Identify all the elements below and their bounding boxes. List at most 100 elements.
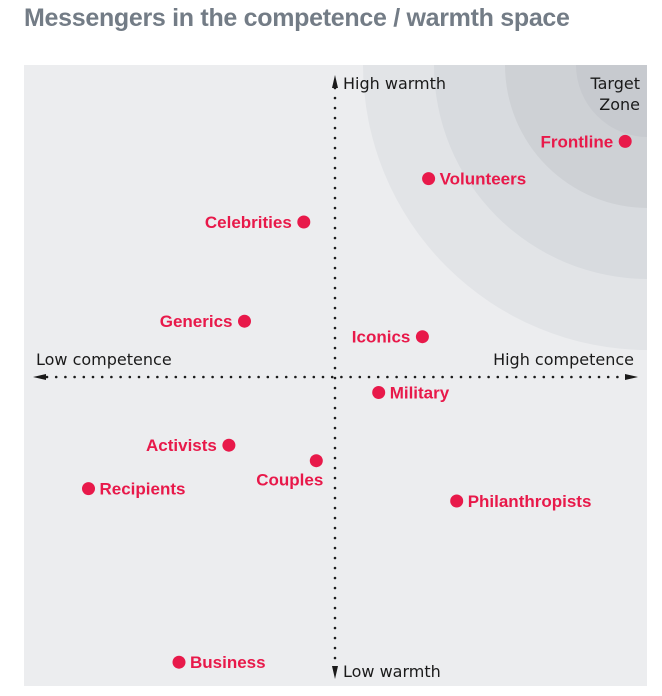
x-axis-dot [266,375,270,379]
y-axis-dot [333,536,337,540]
x-axis-dot [340,375,343,379]
x-axis-dot [349,375,352,379]
y-axis-dot [333,526,337,530]
point-label: Generics [160,312,233,331]
x-axis-dot [597,375,601,379]
point-label: Frontline [540,132,613,151]
x-axis-dot [496,375,500,379]
y-axis-dot [333,586,337,590]
x-axis-dot [284,375,288,379]
y-axis-dot [333,506,337,510]
y-axis-dot [333,566,337,570]
point-label: Iconics [352,328,411,347]
y-axis-dot [333,446,337,450]
x-axis-dot [560,375,564,379]
x-axis-dot [146,375,150,379]
x-axis-left-arrow-icon [33,374,46,380]
y-axis-dot [333,616,337,620]
y-axis-dot [333,606,337,610]
x-axis-dot [73,375,76,379]
y-axis-dot [333,236,337,240]
x-axis-right-arrow-icon [625,374,638,380]
target-zone-label-line1: Target [590,74,641,93]
x-axis-dot [183,375,187,379]
y-axis-dot [333,556,337,560]
target-zone-label-line2: Zone [599,95,640,114]
x-axis-dot [257,375,260,379]
point-marker [450,494,464,508]
y-axis-dot [333,96,337,100]
axes [33,75,638,679]
x-axis-dot [45,375,49,379]
y-axis-dot [333,266,337,270]
x-axis-dot [312,375,316,379]
y-axis-dot [333,286,337,290]
point-label: Military [390,384,450,403]
x-axis-dot [386,375,389,379]
y-axis-dot [333,186,337,190]
point-philanthropists: Philanthropists [450,492,591,511]
target-zone-ring [576,65,647,137]
y-axis-dot [333,346,337,350]
data-points: Frontline Volunteers Celebrities Generics Ic… [82,132,632,672]
x-axis-dot [229,375,233,379]
y-axis-dot [333,396,337,400]
point-marker [82,482,95,496]
x-axis-low-label: Low competence [36,350,172,369]
point-business: Business [172,653,266,672]
y-axis-dot [333,496,337,500]
y-axis-dot [333,166,337,170]
y-axis-dot [333,546,337,550]
x-axis-dot [275,375,279,379]
x-axis-dot [514,375,518,379]
y-axis-dot [333,386,337,390]
x-axis-dot [156,375,159,379]
y-axis-dot [333,246,337,250]
x-axis-dot [358,375,362,379]
point-label: Couples [256,471,323,490]
point-label: Celebrities [205,213,292,232]
x-axis-dot [542,375,546,379]
chart-title: Messengers in the competence / warmth sp… [24,4,570,32]
y-axis-dot [333,276,337,280]
point-label: Recipients [100,480,186,499]
y-axis-high-label: High warmth [343,74,446,93]
y-axis-dot [333,466,337,470]
x-axis-dot [100,375,104,379]
y-axis-dot [333,136,337,140]
x-axis-dot [238,375,242,379]
y-axis-dot [333,306,337,310]
x-axis-dot [192,375,196,379]
y-axis-dot [333,406,337,410]
x-axis-dot [211,375,214,379]
y-axis-dot [333,336,337,340]
x-axis-dot [441,375,444,379]
y-axis-dot [333,126,337,130]
y-axis-dot [333,156,337,160]
point-marker [309,454,323,468]
x-axis-high-label: High competence [493,350,634,369]
y-axis-dot [333,436,337,440]
y-axis-up-arrow-icon [332,75,338,88]
y-axis-dot [333,356,337,360]
x-axis-dot [413,375,417,379]
x-axis-dot [487,375,490,379]
y-axis-dot [333,576,337,580]
point-activists: Activists [146,436,236,455]
x-axis-dot [551,375,555,379]
x-axis-dot [321,375,325,379]
point-marker [618,134,632,148]
x-axis-dot [616,375,619,379]
x-axis-dot [395,375,398,379]
point-generics: Generics [160,312,251,331]
x-axis-dot [579,375,582,379]
x-axis-dot [64,375,67,379]
x-axis-dot [54,375,58,379]
y-axis-dot [333,476,337,480]
y-axis-dot [333,146,337,150]
point-marker [238,314,251,328]
point-marker [297,215,311,229]
y-axis-dot [333,106,337,110]
y-axis-dot [333,456,337,460]
